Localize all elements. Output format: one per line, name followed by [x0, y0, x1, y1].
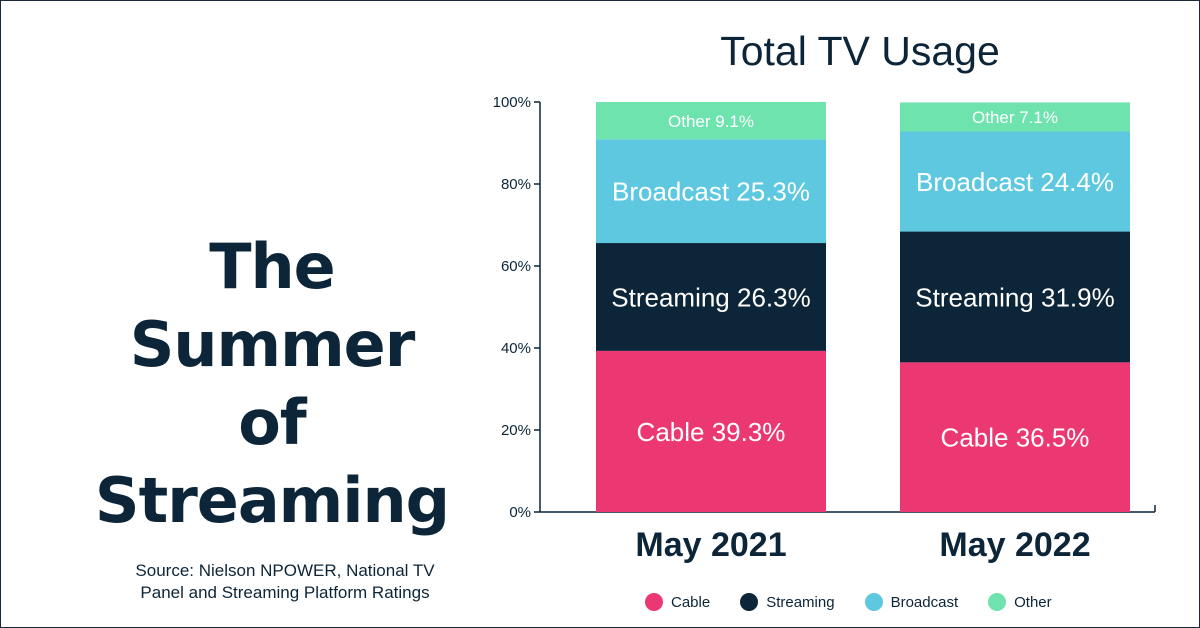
legend-swatch [740, 593, 759, 611]
x-category-label: May 2022 [939, 526, 1090, 564]
legend-label: Other [1014, 593, 1052, 611]
y-tick-label: 20% [501, 422, 531, 439]
legend-swatch [988, 593, 1007, 611]
y-tick-label: 60% [501, 258, 531, 275]
y-tick-label: 40% [501, 340, 531, 357]
bar-segment-streaming [596, 243, 826, 351]
legend-label: Broadcast [890, 593, 959, 611]
y-tick-label: 0% [509, 504, 531, 521]
bar-segment-broadcast [596, 139, 826, 244]
legend-item-other: Other [988, 593, 1052, 611]
headline: The Summer of Streaming [62, 228, 482, 540]
bar-segment-other [596, 102, 826, 140]
chart-legend: Cable Streaming Broadcast Other [645, 588, 1052, 616]
bar-segment-other [900, 102, 1130, 132]
data-label-broadcast: Broadcast 24.4% [916, 167, 1114, 197]
legend-item-broadcast: Broadcast [864, 593, 959, 611]
legend-swatch [645, 593, 663, 611]
legend-swatch [864, 593, 883, 611]
legend-label: Cable [671, 593, 711, 611]
data-label-broadcast: Broadcast 25.3% [612, 177, 810, 207]
bar-segment-broadcast [900, 131, 1130, 232]
legend-item-cable: Cable [645, 593, 710, 611]
y-tick-label: 100% [493, 94, 531, 111]
x-category-label: May 2021 [635, 526, 786, 564]
chart-title: Total TV Usage [720, 28, 1000, 74]
legend-label: Streaming [766, 593, 835, 611]
source-line-2: Panel and Streaming Platform Ratings [140, 583, 430, 602]
data-label-cable: Cable 36.5% [941, 423, 1090, 453]
headline-line-2: of Streaming [94, 386, 450, 537]
source-note: Source: Nielson NPOWER, National TV Pane… [100, 560, 470, 604]
bar-segment-cable [900, 362, 1130, 512]
data-label-other: Other 9.1% [668, 112, 754, 131]
bar-segment-cable [596, 350, 826, 512]
bar-segment-streaming [900, 231, 1130, 363]
legend-item-streaming: Streaming [740, 593, 835, 611]
headline-line-1: The Summer [129, 230, 416, 381]
data-label-cable: Cable 39.3% [637, 417, 786, 447]
data-label-other: Other 7.1% [972, 108, 1058, 127]
data-label-streaming: Streaming 31.9% [915, 282, 1114, 312]
data-label-streaming: Streaming 26.3% [611, 282, 810, 312]
source-line-1: Source: Nielson NPOWER, National TV [135, 561, 435, 580]
y-tick-label: 80% [501, 176, 531, 193]
